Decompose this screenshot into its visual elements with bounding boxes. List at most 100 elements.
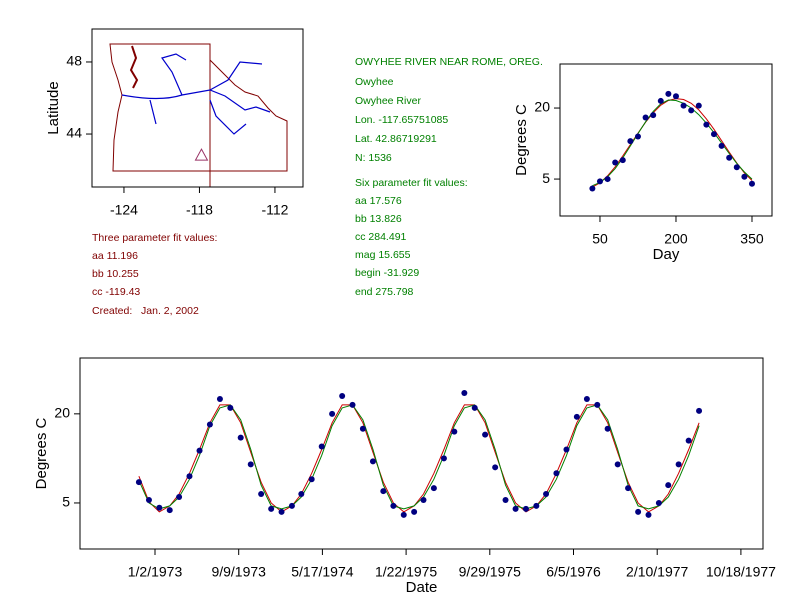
data-point — [672, 93, 679, 100]
y-tick-label: 5 — [542, 170, 550, 186]
x-tick-label: 1/22/1975 — [375, 564, 437, 580]
data-point — [176, 494, 183, 501]
info-line: Lon. -117.65751085 — [355, 114, 448, 126]
data-point — [411, 508, 418, 515]
data-point — [543, 491, 550, 498]
data-point — [492, 464, 499, 471]
river — [161, 53, 187, 96]
data-point — [237, 434, 244, 441]
data-point — [298, 491, 305, 498]
data-point — [227, 404, 234, 411]
data-point — [703, 121, 710, 128]
data-point — [655, 499, 662, 506]
info-line: Owyhee — [355, 76, 394, 88]
info-line: aa 11.196 — [92, 250, 138, 262]
info-line: Six parameter fit values: — [355, 177, 468, 189]
puget-sound — [129, 45, 139, 89]
x-tick-label: 9/29/1975 — [459, 564, 521, 580]
map-shapes — [109, 43, 288, 187]
plot-frame — [91, 28, 304, 188]
y-axis-label: Degrees C — [33, 417, 50, 489]
data-point — [339, 393, 346, 400]
data-point — [614, 461, 621, 468]
info-line: cc -119.43 — [92, 286, 140, 298]
data-point — [594, 401, 601, 408]
data-point — [688, 107, 695, 114]
data-point — [329, 410, 336, 417]
data-point — [645, 511, 652, 518]
info-line: bb 10.255 — [92, 268, 139, 280]
data-point — [733, 164, 740, 171]
data-point — [718, 142, 725, 149]
x-tick-label: -124 — [110, 202, 138, 218]
x-tick-label: -118 — [186, 202, 213, 218]
plot-frame — [559, 63, 773, 217]
data-point — [741, 173, 748, 180]
data-point — [461, 390, 468, 397]
river — [121, 89, 271, 113]
data-point — [512, 505, 519, 512]
x-tick-label: 200 — [664, 231, 688, 247]
data-point — [583, 395, 590, 402]
x-tick-label: 6/5/1976 — [546, 564, 601, 580]
data-point — [206, 421, 213, 428]
data-point — [695, 102, 702, 109]
info-line: bb 13.826 — [355, 213, 402, 225]
data-point — [675, 461, 682, 468]
data-point — [440, 455, 447, 462]
info-line: Three parameter fit values: — [92, 232, 217, 244]
data-point — [318, 443, 325, 450]
data-point — [625, 485, 632, 492]
x-tick-label: 350 — [740, 231, 764, 247]
data-point — [471, 404, 478, 411]
data-point — [627, 138, 634, 145]
data-point — [696, 407, 703, 414]
info-line: end 275.798 — [355, 286, 414, 298]
site-marker — [194, 148, 209, 161]
y-tick-label: 20 — [534, 99, 550, 115]
fit-line — [592, 98, 753, 188]
x-tick-label: 1/2/1973 — [128, 564, 183, 580]
data-point — [258, 491, 265, 498]
x-tick-label: -112 — [261, 202, 288, 218]
data-point — [596, 178, 603, 185]
fit-line — [592, 99, 753, 187]
data-point — [553, 470, 560, 477]
data-point — [665, 90, 672, 97]
y-axis-label: Latitude — [45, 81, 62, 134]
data-point — [634, 133, 641, 140]
info-line: Lat. 42.86719291 — [355, 133, 437, 145]
plot-frame — [79, 357, 764, 550]
info-line: aa 17.576 — [355, 195, 402, 207]
data-point — [400, 511, 407, 518]
data-point — [726, 154, 733, 161]
data-point — [533, 502, 540, 509]
x-tick-label: 2/10/1977 — [626, 564, 688, 580]
data-point — [166, 507, 173, 514]
data-point — [359, 425, 366, 432]
data-point — [349, 401, 356, 408]
data-point — [502, 496, 509, 503]
data-point — [635, 508, 642, 515]
data-point — [196, 447, 203, 454]
data-point — [563, 446, 570, 453]
data-point — [288, 502, 295, 509]
info-line: mag 15.655 — [355, 249, 411, 261]
data-point — [589, 185, 596, 192]
info-line: Created: Jan. 2, 2002 — [92, 305, 199, 317]
data-point — [145, 496, 152, 503]
data-point — [369, 458, 376, 465]
data-point — [650, 112, 657, 119]
info-line: Owyhee River — [355, 95, 421, 107]
panel: 1/2/1973 9/9/1973 5/17/1974 1/22/1975 9/29/1… — [33, 357, 776, 596]
data-point — [420, 496, 427, 503]
data-point — [748, 180, 755, 187]
x-axis-label: Date — [406, 579, 438, 596]
data-point — [680, 102, 687, 109]
x-tick-label: 5/17/1974 — [291, 564, 353, 580]
data-point — [308, 476, 315, 483]
info-line: cc 284.491 — [355, 231, 407, 243]
info-line: begin -31.929 — [355, 267, 419, 279]
data-point — [604, 176, 611, 183]
